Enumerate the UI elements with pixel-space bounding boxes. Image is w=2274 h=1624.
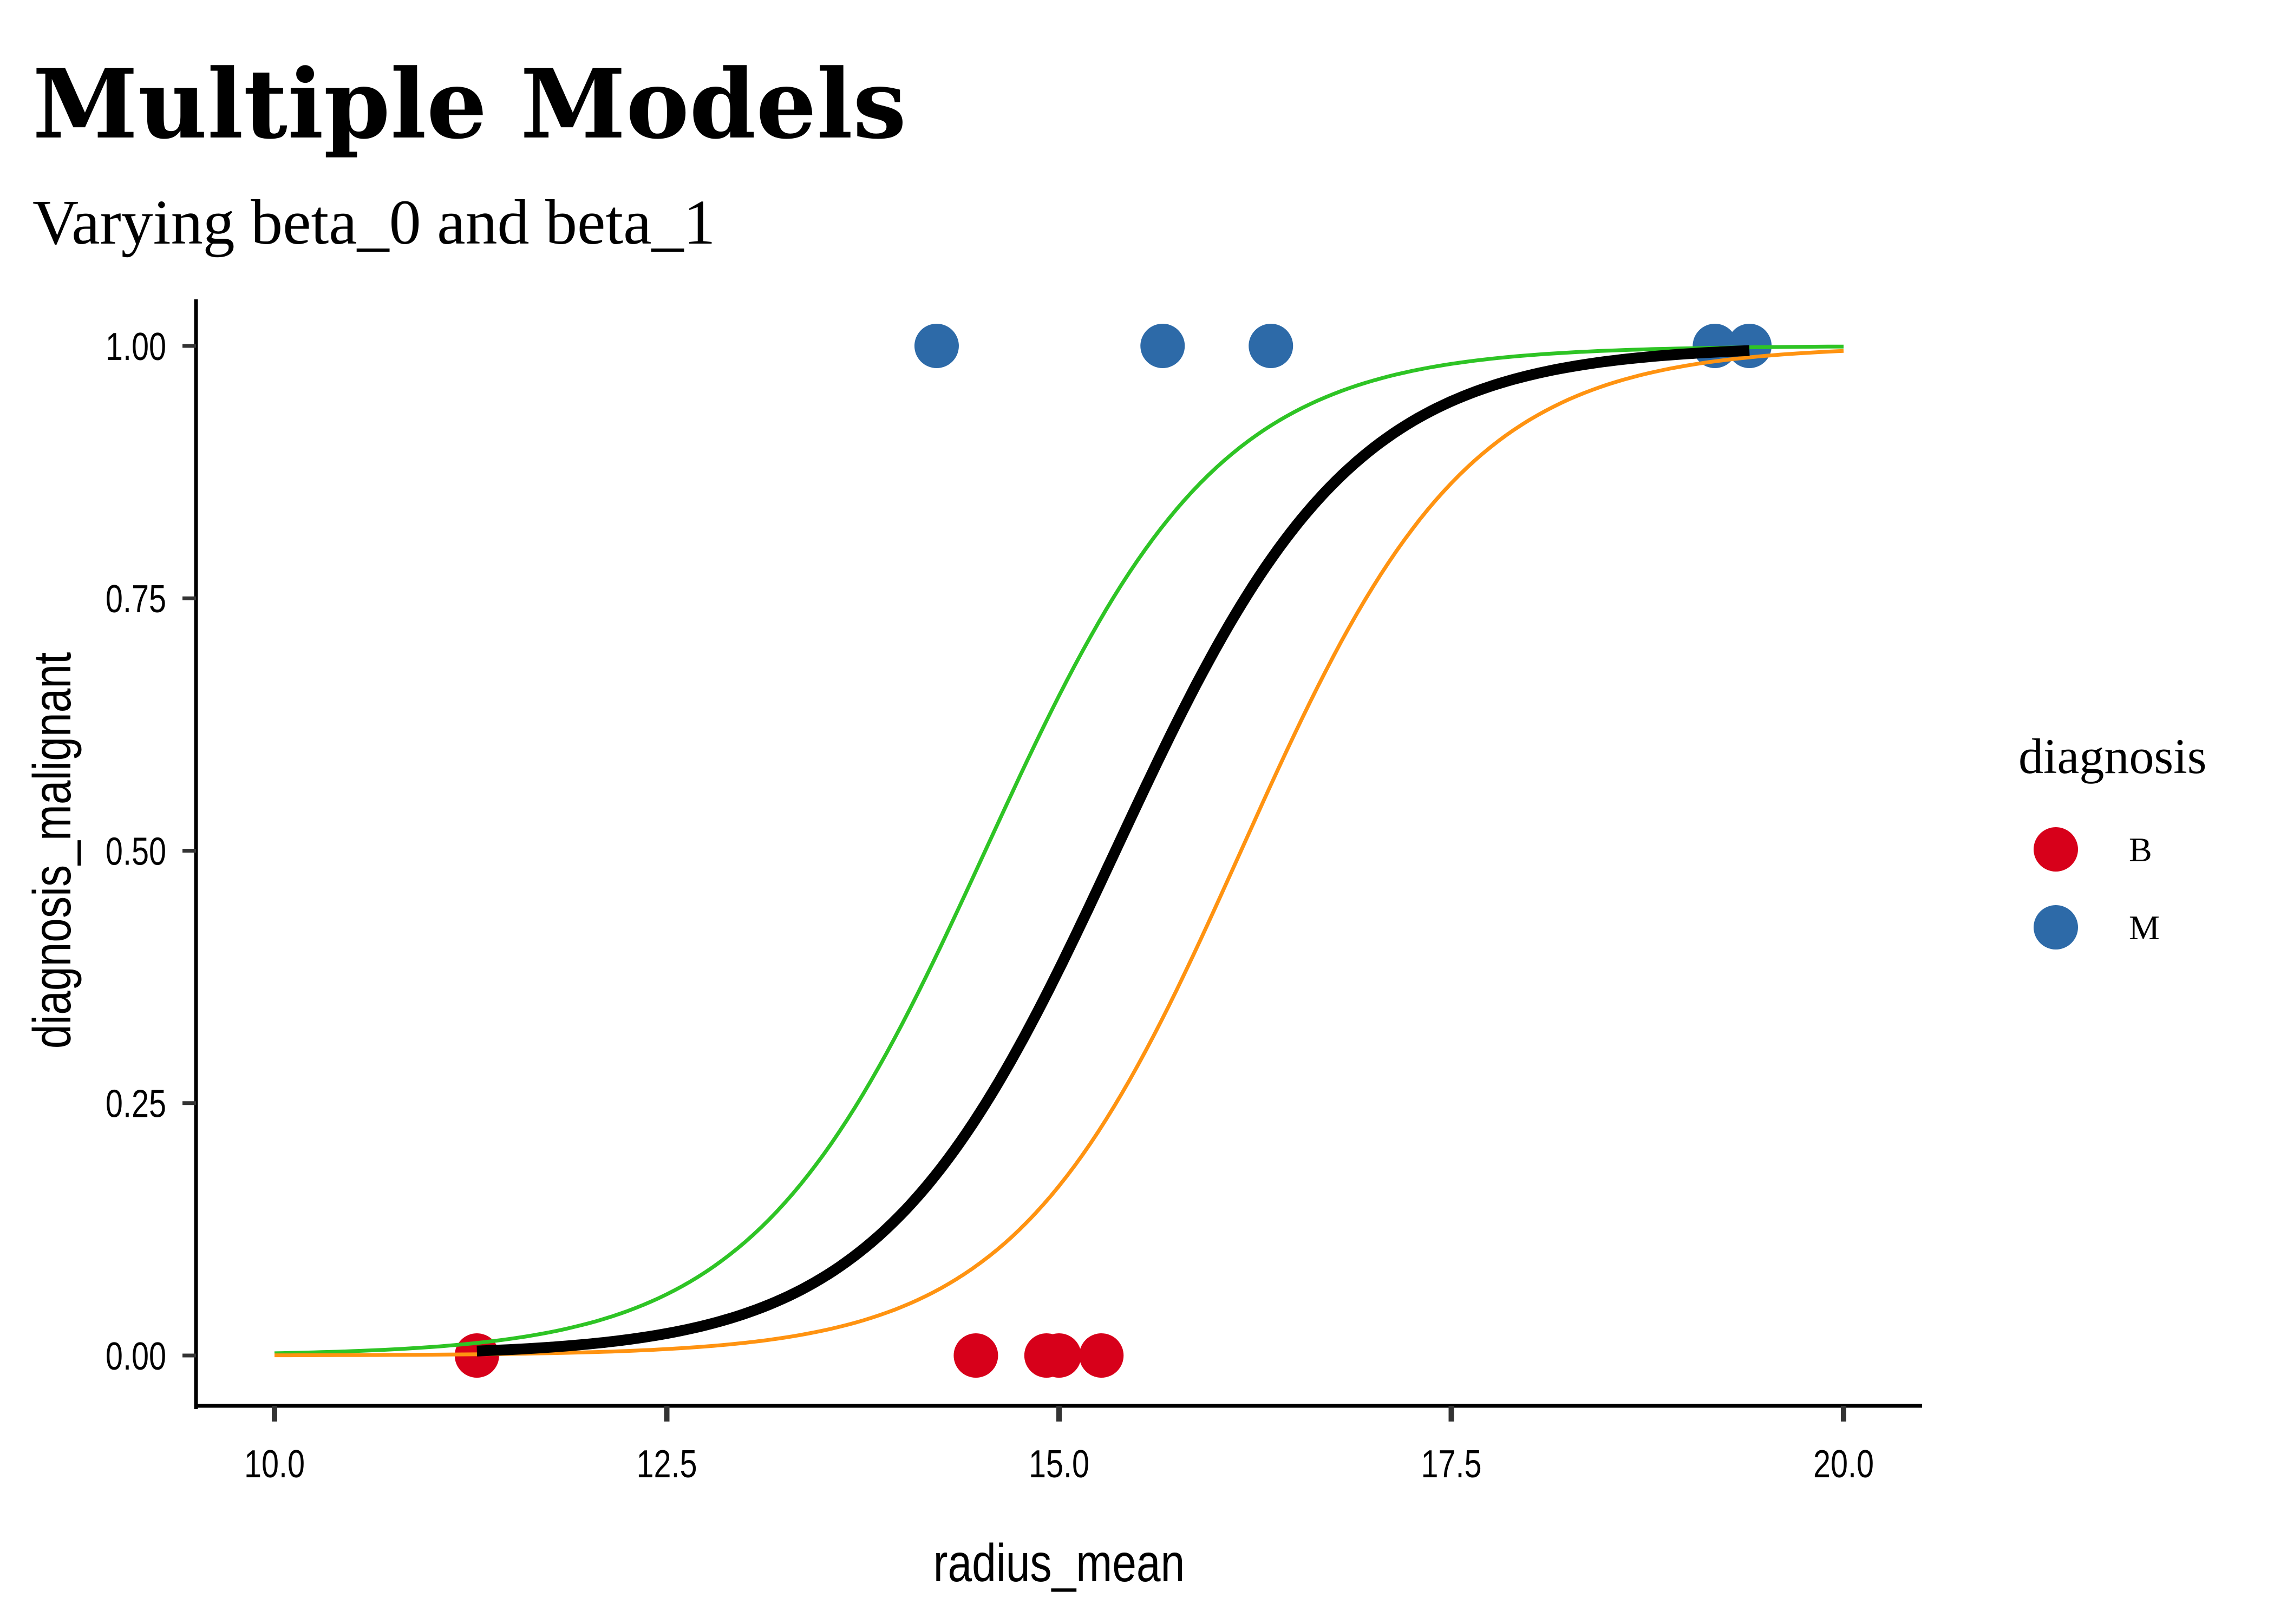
y-tick-label: 0.25 [106, 1082, 166, 1126]
model-curves [274, 344, 1844, 1358]
x-axis-title: radius_mean [933, 1533, 1185, 1592]
x-tick-label: 15.0 [1029, 1442, 1089, 1486]
legend-label-B: B [2129, 830, 2152, 869]
data-point-B [1079, 1333, 1124, 1378]
legend: diagnosis BM [2018, 729, 2207, 949]
green-model-curve [274, 344, 1844, 1355]
data-point-M [914, 324, 959, 368]
chart-subtitle: Varying beta_0 and beta_1 [32, 187, 716, 258]
y-tick-label: 0.50 [106, 829, 166, 873]
chart-title: Multiple Models [32, 48, 906, 160]
legend-title: diagnosis [2018, 729, 2207, 784]
x-tick-label: 20.0 [1813, 1442, 1874, 1486]
data-point-M [1249, 324, 1293, 368]
data-point-B [953, 1333, 998, 1378]
y-axis-ticks: 0.00 0.25 0.50 0.75 1.00 [106, 325, 196, 1378]
fitted-model-curve [476, 345, 1750, 1357]
orange-model-curve [275, 349, 1844, 1358]
legend-key-B [2034, 827, 2078, 872]
y-tick-label: 0.75 [106, 577, 166, 621]
x-tick-label: 17.5 [1421, 1442, 1481, 1486]
y-tick-label: 0.00 [106, 1334, 166, 1378]
legend-label-M: M [2129, 908, 2160, 947]
x-tick-label: 12.5 [636, 1442, 697, 1486]
legend-entries: BM [2034, 827, 2160, 949]
y-axis-title: diagnosis_malignant [22, 652, 81, 1049]
data-point-M [1140, 324, 1185, 368]
y-tick-label: 1.00 [106, 325, 166, 369]
data-point-B [1037, 1333, 1081, 1378]
x-axis-ticks: 10.0 12.5 15.0 17.5 20.0 [244, 1406, 1874, 1485]
x-tick-label: 10.0 [244, 1442, 305, 1486]
legend-key-M [2034, 905, 2078, 949]
